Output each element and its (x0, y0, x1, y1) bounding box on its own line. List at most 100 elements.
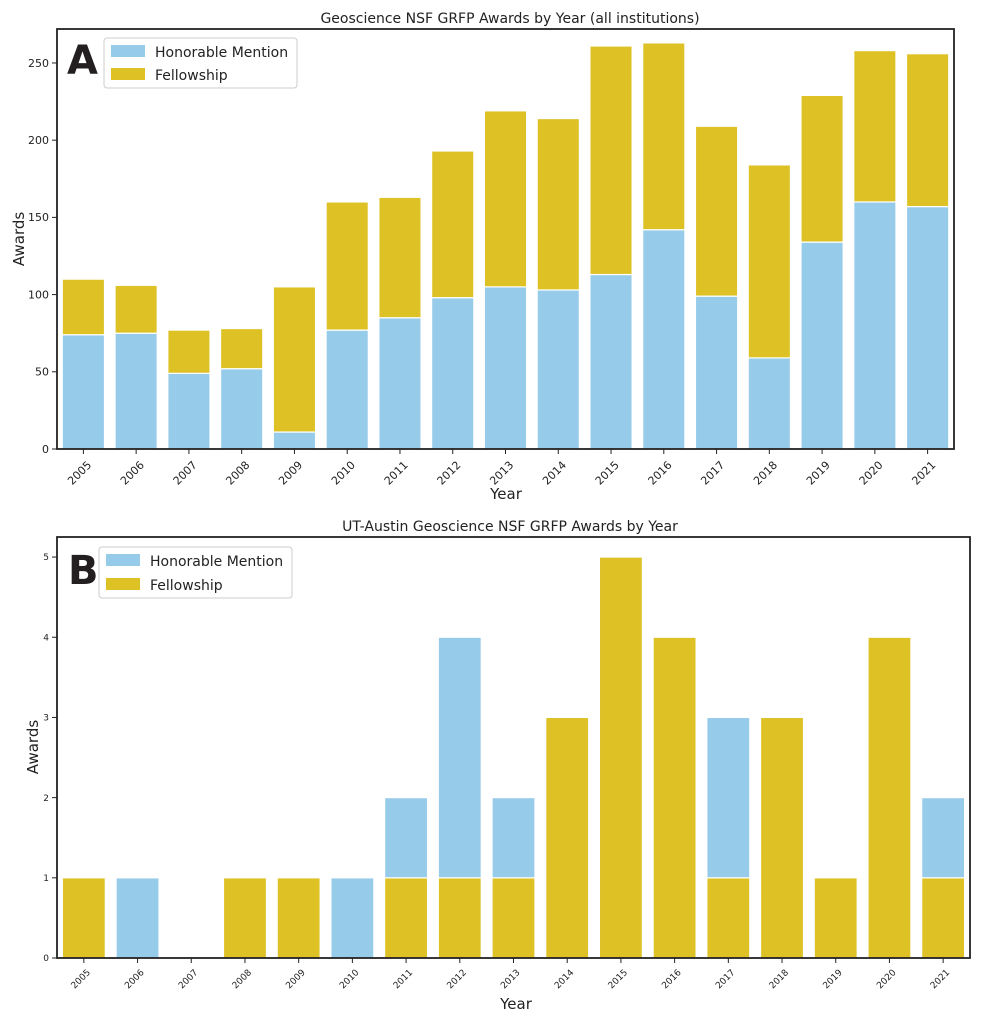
legend-swatch-fellowship-a (111, 68, 145, 80)
y-tick-label-250-a: 250 (28, 57, 49, 70)
x-tick-label-2015-a: 2015 (593, 459, 622, 488)
bar-fellowship-2016-a (642, 42, 686, 231)
x-tick-label-2005-a: 2005 (65, 459, 94, 488)
x-tick-label-2017-b: 2017 (714, 968, 737, 991)
legend-label-honorable-mention-a: Honorable Mention (155, 45, 288, 61)
panel-a: Geoscience NSF GRFP Awards by Year (all … (10, 11, 955, 503)
legend-swatch-honorable-mention-b (106, 554, 140, 566)
bar-honorable-mention-2017-b (706, 716, 751, 879)
bars-b (61, 556, 966, 959)
bar-fellowship-2018-b (759, 716, 805, 959)
x-tick-label-2016-b: 2016 (660, 968, 683, 991)
bar-honorable-mention-2015-a (589, 273, 633, 450)
bar-fellowship-2009-a (272, 286, 317, 433)
y-tick-label-100-a: 100 (28, 288, 49, 301)
x-tick-label-2006-b: 2006 (123, 968, 146, 991)
chart-title-b: UT-Austin Geoscience NSF GRFP Awards by … (342, 519, 678, 535)
bar-fellowship-2020-b (867, 636, 912, 959)
y-tick-label-200-a: 200 (28, 134, 49, 147)
legend-label-honorable-mention-b: Honorable Mention (150, 554, 283, 570)
bar-honorable-mention-2010-b (330, 877, 375, 959)
x-tick-label-2013-b: 2013 (499, 968, 522, 991)
x-tick-label-2009-b: 2009 (284, 968, 307, 991)
y-tick-label-50-a: 50 (35, 366, 49, 379)
bar-honorable-mention-2016-a (642, 229, 686, 450)
bar-honorable-mention-2021-b (921, 797, 966, 879)
bar-honorable-mention-2020-a (853, 201, 897, 450)
bar-honorable-mention-2008-a (219, 368, 264, 450)
bar-honorable-mention-2021-a (905, 205, 950, 450)
bar-honorable-mention-2014-a (536, 289, 580, 450)
bar-honorable-mention-2012-b (437, 636, 482, 879)
x-tick-label-2008-b: 2008 (231, 968, 254, 991)
x-tick-label-2018-a: 2018 (751, 459, 780, 488)
bar-fellowship-2008-b (222, 877, 268, 959)
bar-fellowship-2014-b (545, 716, 590, 959)
y-tick-label-5-b: 5 (43, 553, 49, 563)
x-tick-label-2013-a: 2013 (487, 459, 516, 488)
x-tick-label-2008-a: 2008 (223, 459, 252, 488)
y-axis-label-b: Awards (24, 720, 42, 775)
bar-fellowship-2021-b (921, 877, 966, 959)
x-tick-label-2007-b: 2007 (177, 968, 200, 991)
x-tick-label-2021-a: 2021 (909, 459, 938, 488)
bar-fellowship-2015-b (598, 556, 643, 959)
bar-fellowship-2005-b (61, 877, 106, 959)
y-axis-label-a: Awards (10, 212, 28, 267)
bar-fellowship-2006-a (114, 284, 158, 334)
bar-fellowship-2016-b (652, 636, 697, 959)
legend-b: Honorable Mention Fellowship (98, 546, 293, 599)
legend-frame-b (98, 546, 293, 599)
y-tick-label-0-b: 0 (43, 954, 49, 964)
x-tick-label-2011-a: 2011 (382, 459, 411, 488)
x-tick-label-2018-b: 2018 (768, 968, 791, 991)
y-tick-label-4-b: 4 (43, 633, 49, 643)
bar-fellowship-2018-a (747, 164, 792, 359)
chart-title-a: Geoscience NSF GRFP Awards by Year (all … (320, 11, 699, 27)
plot-frame-a (56, 28, 955, 450)
panel-label-a: A (67, 38, 98, 84)
x-tick-label-2016-a: 2016 (646, 459, 675, 488)
bar-fellowship-2021-a (905, 53, 950, 208)
bar-honorable-mention-2011-a (378, 317, 422, 450)
x-tick-label-2005-b: 2005 (70, 968, 93, 991)
x-tick-label-2019-b: 2019 (822, 968, 845, 991)
bar-fellowship-2017-a (694, 125, 739, 297)
bar-honorable-mention-2012-a (431, 297, 475, 450)
bar-honorable-mention-2018-a (747, 357, 792, 450)
bar-fellowship-2005-a (61, 278, 106, 336)
panel-label-b: B (68, 548, 99, 594)
x-tick-label-2020-b: 2020 (875, 968, 898, 991)
bar-fellowship-2012-b (437, 877, 482, 959)
bar-fellowship-2017-b (706, 877, 751, 959)
x-tick-label-2007-a: 2007 (171, 459, 200, 488)
legend-swatch-honorable-mention-a (111, 45, 145, 57)
x-axis-label-a: Year (489, 485, 523, 503)
x-tick-label-2012-a: 2012 (435, 459, 464, 488)
x-tick-label-2014-b: 2014 (553, 968, 576, 991)
bar-honorable-mention-2019-a (800, 241, 844, 450)
bar-honorable-mention-2013-b (491, 797, 536, 879)
legend-a: Honorable Mention Fellowship (103, 37, 298, 89)
plot-frame-b (56, 536, 971, 959)
bar-honorable-mention-2006-a (114, 332, 158, 450)
x-tick-label-2012-b: 2012 (446, 968, 469, 991)
bars-a (61, 42, 950, 450)
y-tick-label-0-a: 0 (42, 443, 49, 456)
bar-fellowship-2010-a (325, 201, 369, 331)
bar-fellowship-2009-b (276, 877, 321, 959)
bar-honorable-mention-2010-a (325, 329, 369, 450)
bar-honorable-mention-2013-a (483, 286, 528, 450)
x-tick-label-2014-a: 2014 (540, 459, 569, 488)
x-tick-label-2019-a: 2019 (804, 459, 833, 488)
bar-fellowship-2012-a (431, 150, 475, 299)
bar-fellowship-2019-a (800, 94, 844, 243)
x-tick-label-2021-b: 2021 (929, 968, 952, 991)
bar-fellowship-2011-b (384, 877, 429, 959)
bar-fellowship-2015-a (589, 45, 633, 276)
bar-fellowship-2014-a (536, 117, 580, 291)
legend-label-fellowship-a: Fellowship (155, 68, 228, 84)
bar-honorable-mention-2009-a (272, 431, 317, 450)
bar-fellowship-2013-b (491, 877, 536, 959)
y-tick-label-2-b: 2 (43, 794, 49, 804)
